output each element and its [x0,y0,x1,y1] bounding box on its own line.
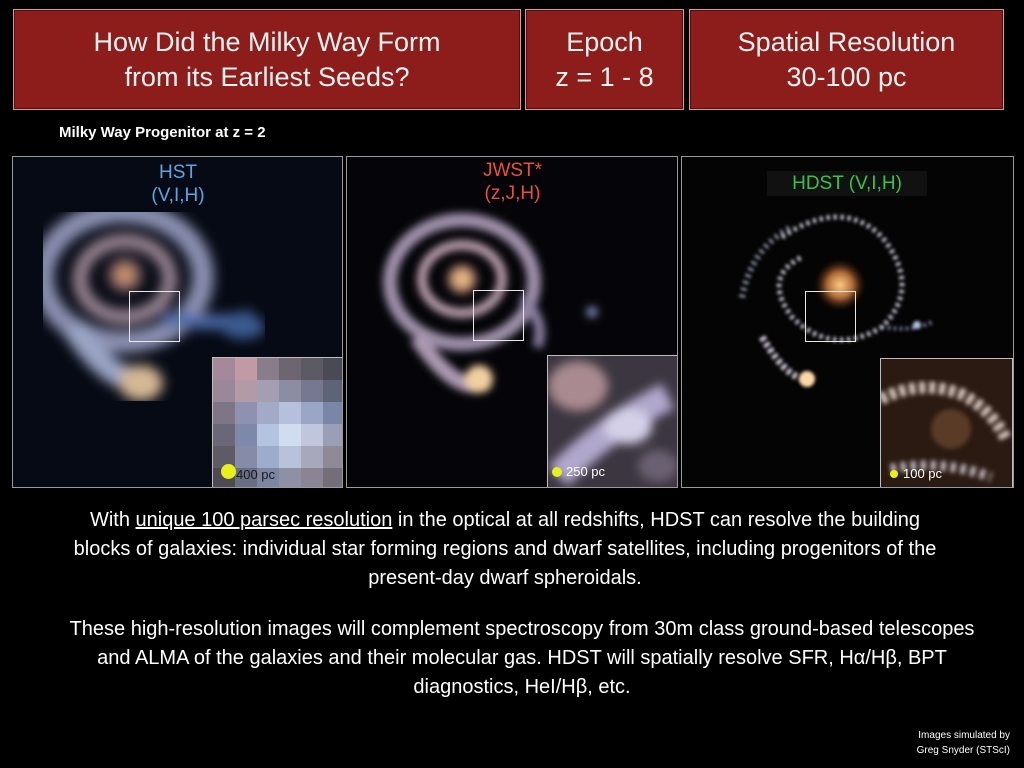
resolution-paragraph: With unique 100 parsec resolution in the… [73,509,937,589]
progenitor-subtitle: Milky Way Progenitor at z = 2 [59,124,266,141]
image-credit: Images simulated by Greg Snyder (STScI) [916,730,1010,756]
title-line-1: How Did the Milky Way Form [93,26,441,57]
jwst-zoom-box [473,290,524,341]
hst-scale-dot [221,464,236,479]
resolution-range: 30-100 pc [786,61,907,92]
title-box: How Did the Milky Way Form from its Earl… [13,9,521,110]
epoch-box: Epoch z = 1 - 8 [525,9,684,110]
epoch-range: z = 1 - 8 [555,61,654,92]
hst-panel: HST (V,I,H) 400 pc [12,156,343,488]
hdst-scale-label: 100 pc [903,466,943,481]
jwst-panel: JWST* (z,J,H) 250 pc [346,156,678,488]
resolution-label: Spatial Resolution [737,26,956,57]
hst-scale-label: 400 pc [236,467,276,482]
hdst-panel: HDST (V,I,H) 100 pc [681,156,1014,488]
hst-title: HST (V,I,H) [151,162,205,206]
hdst-title: HDST (V,I,H) [767,171,927,196]
hdst-zoom-box [805,291,856,342]
jwst-title: JWST* (z,J,H) [482,160,543,204]
jwst-inset [547,355,677,487]
epoch-label: Epoch [566,26,643,57]
jwst-scale-label: 250 pc [566,464,606,479]
hdst-scale-dot [890,470,898,478]
resolution-box: Spatial Resolution 30-100 pc [689,9,1004,110]
hst-galaxy-image [13,157,342,487]
hst-zoom-box [129,291,180,342]
hdst-inset [880,358,1013,487]
jwst-scale-dot [552,467,562,477]
complement-paragraph: These high-resolution images will comple… [69,618,975,698]
title-line-2: from its Earliest Seeds? [124,61,410,92]
unique-resolution-phrase: unique 100 parsec resolution [135,509,393,531]
